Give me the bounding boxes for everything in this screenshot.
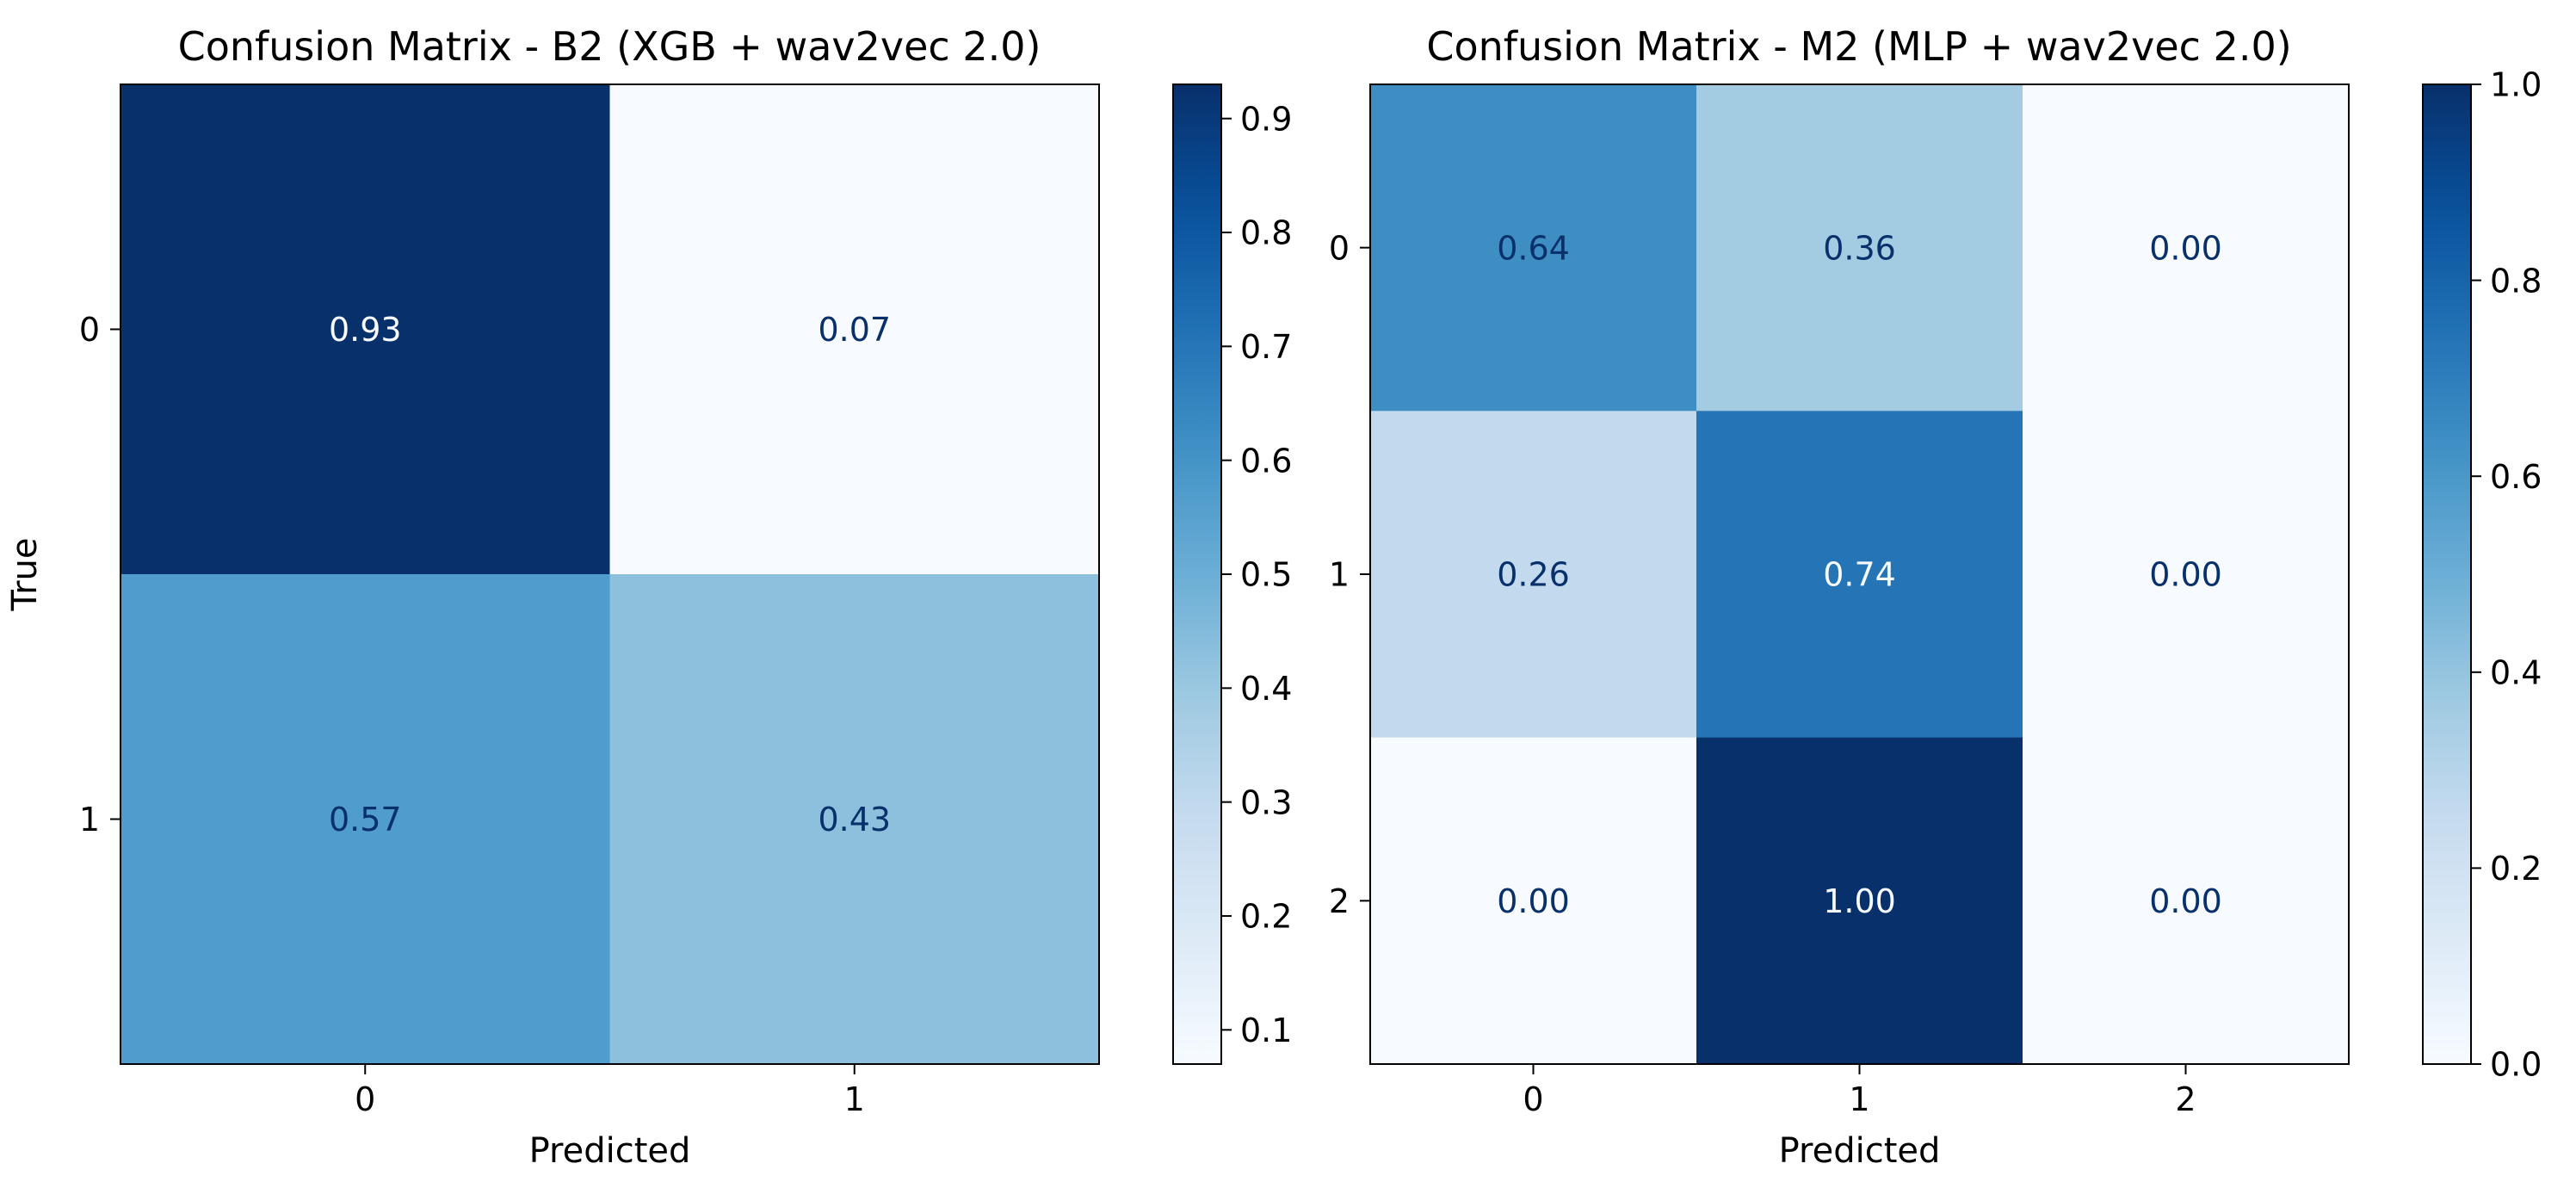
chart-title: Confusion Matrix - B2 (XGB + wav2vec 2.0… [178, 23, 1041, 70]
colorbar-tick-label: 0.4 [1240, 670, 1292, 708]
cell-value-label: 0.57 [329, 801, 402, 839]
colorbar-tick-label: 0.6 [2490, 458, 2542, 496]
cell-value-label: 0.26 [1497, 556, 1570, 594]
y-tick-label: 1 [79, 801, 100, 839]
confusion-matrix-m2: Confusion Matrix - M2 (MLP + wav2vec 2.0… [1329, 23, 2542, 1171]
colorbar-tick-label: 0.6 [1240, 442, 1292, 480]
cell-value-label: 0.00 [2149, 556, 2222, 594]
cell-value-label: 0.00 [2149, 882, 2222, 920]
y-axis-label: True [5, 538, 45, 612]
y-tick-label: 1 [1329, 556, 1350, 594]
heatmap-cell [1370, 84, 1697, 412]
colorbar-gradient [1173, 84, 1221, 1064]
heatmap-cell [1370, 737, 1697, 1065]
confusion-matrix-b2: Confusion Matrix - B2 (XGB + wav2vec 2.0… [5, 23, 1292, 1171]
x-tick-label: 2 [2175, 1080, 2196, 1118]
x-axis-label: Predicted [529, 1131, 691, 1171]
colorbar-tick-label: 0.0 [2490, 1046, 2542, 1084]
cell-value-label: 0.00 [2149, 229, 2222, 267]
colorbar-gradient [2423, 84, 2471, 1064]
colorbar-tick-label: 0.1 [1240, 1012, 1292, 1049]
heatmap-cell [609, 84, 1100, 575]
colorbar-tick-label: 1.0 [2490, 66, 2542, 104]
x-tick-label: 0 [1523, 1080, 1543, 1118]
y-tick-label: 0 [79, 311, 100, 349]
heatmap-cell [609, 574, 1100, 1065]
y-tick-label: 0 [1329, 229, 1350, 267]
cell-value-label: 0.43 [818, 801, 891, 839]
plot-frame [120, 84, 1100, 1065]
colorbar-tick-label: 0.9 [1240, 100, 1292, 138]
chart-title: Confusion Matrix - M2 (MLP + wav2vec 2.0… [1426, 23, 2291, 70]
x-tick-label: 1 [1849, 1080, 1869, 1118]
colorbar-tick-label: 0.3 [1240, 783, 1292, 821]
cell-value-label: 1.00 [1823, 882, 1896, 920]
heatmap-cell [2023, 411, 2350, 739]
y-tick-label: 2 [1329, 882, 1350, 920]
heatmap-cell [120, 84, 610, 575]
cell-value-label: 0.64 [1497, 229, 1570, 267]
heatmap-cell [2023, 84, 2350, 412]
colorbar-tick-label: 0.7 [1240, 328, 1292, 366]
cell-value-label: 0.36 [1823, 229, 1896, 267]
heatmap-cell [120, 574, 610, 1065]
heatmap-cell [2023, 737, 2350, 1065]
colorbar-tick-label: 0.8 [2490, 262, 2542, 300]
heatmap-cell [1370, 411, 1697, 739]
x-tick-label: 0 [355, 1080, 375, 1118]
colorbar-tick-label: 0.5 [1240, 556, 1292, 594]
colorbar-frame [2422, 84, 2472, 1065]
x-tick-label: 1 [844, 1080, 865, 1118]
cell-value-label: 0.00 [1497, 882, 1570, 920]
colorbar-tick-label: 0.2 [1240, 898, 1292, 936]
heatmap-cell [1696, 737, 2023, 1065]
colorbar-tick-label: 0.8 [1240, 214, 1292, 252]
heatmap-cell [1696, 411, 2023, 739]
x-axis-label: Predicted [1779, 1131, 1941, 1171]
cell-value-label: 0.07 [818, 311, 891, 349]
cell-value-label: 0.74 [1823, 556, 1896, 594]
heatmap-cell [1696, 84, 2023, 412]
cell-value-label: 0.93 [329, 311, 402, 349]
colorbar-tick-label: 0.4 [2490, 653, 2542, 691]
colorbar-tick-label: 0.2 [2490, 850, 2542, 888]
